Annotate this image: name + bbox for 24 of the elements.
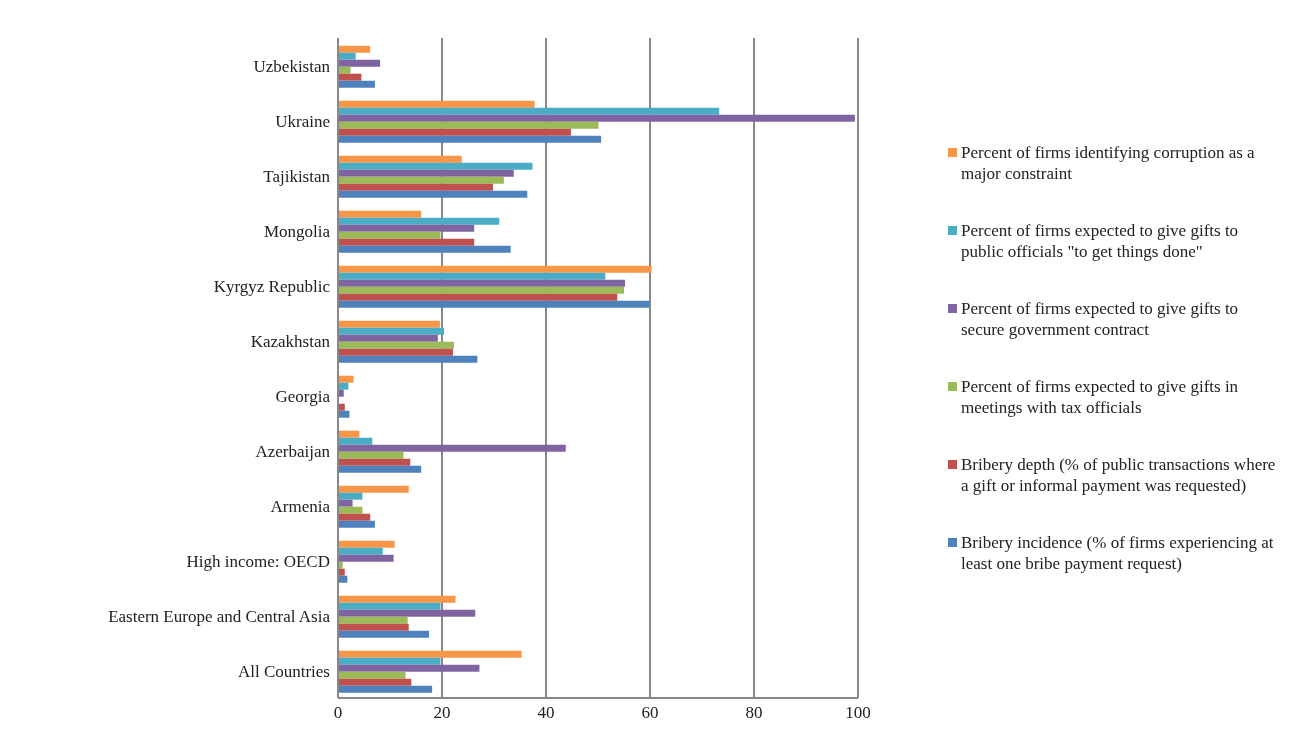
legend-label: Percent of firms expected to give gifts in meetings with tax officials <box>961 375 1240 418</box>
y-tick-label: Armenia <box>270 496 331 516</box>
y-tick-label: Kyrgyz Republic <box>213 276 331 296</box>
x-tick-label: 20 <box>433 703 451 723</box>
x-tick-label: 80 <box>745 703 763 723</box>
legend-label: Percent of firms identifying corruption as a major constraint <box>961 141 1256 184</box>
legend-label: Percent of firms expected to give gifts to public officials "to get things done" <box>961 219 1240 262</box>
y-tick-label: Uzbekistan <box>253 56 331 76</box>
x-tick-label: 100 <box>845 703 871 723</box>
y-tick-label: All Countries <box>237 661 330 681</box>
legend-label: Bribery depth (% of public transactions where a gift or informal payment was requested) <box>961 453 1277 496</box>
legend-label: Percent of firms expected to give gifts to secure government contract <box>961 297 1240 340</box>
x-tick-label: 60 <box>641 703 659 723</box>
y-tick-label: Eastern Europe and Central Asia <box>108 606 331 626</box>
y-tick-label: Azerbaijan <box>255 441 331 461</box>
y-tick-label: Mongolia <box>263 221 331 241</box>
y-tick-label: High income: OECD <box>186 551 330 571</box>
y-tick-label: Ukraine <box>275 111 330 131</box>
y-tick-label: Kazakhstan <box>250 331 331 351</box>
y-tick-label: Tajikistan <box>263 166 331 186</box>
x-tick-label: 40 <box>537 703 555 723</box>
legend-label: Bribery incidence (% of firms experiencing at least one bribe payment request) <box>961 531 1275 574</box>
y-tick-label: Georgia <box>275 386 331 406</box>
x-tick-label: 0 <box>333 703 343 723</box>
